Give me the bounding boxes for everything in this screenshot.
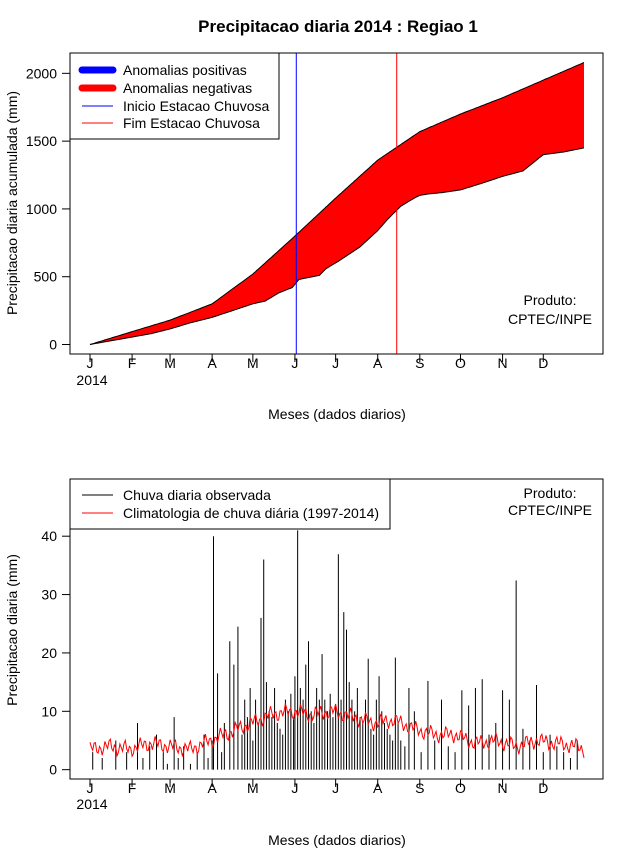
- y-tick-label: 10: [41, 703, 57, 719]
- legend-bottom: Chuva diaria observada Climatologia de c…: [69, 478, 391, 530]
- y-tick-label: 40: [41, 528, 57, 544]
- legend-label-start: Inicio Estacao Chuvosa: [123, 98, 270, 114]
- x-tick-label: N: [498, 780, 508, 796]
- x-tick-label: J: [87, 355, 94, 371]
- climatology-cumulative-line: [89, 62, 585, 345]
- x-tick-label: M: [247, 780, 259, 796]
- x-axis-label-bottom: Meses (dados diarios): [268, 832, 406, 848]
- legend-label-positive: Anomalias positivas: [123, 62, 247, 78]
- x-tick-label: J: [332, 780, 339, 796]
- x-tick-label: D: [538, 780, 548, 796]
- year-label: 2014: [76, 372, 107, 388]
- climatology-line: [89, 703, 585, 759]
- y-axis-label-bottom: Precipitacao diaria (mm): [4, 554, 20, 706]
- legend-box-bottom: [69, 478, 391, 530]
- x-tick-label: O: [455, 780, 466, 796]
- x-tick-label: M: [164, 780, 176, 796]
- legend: Anomalias positivas Anomalias negativas …: [69, 52, 280, 140]
- chart-title: Precipitacao diaria 2014 : Regiao 1: [198, 17, 478, 36]
- product-label-line2: CPTEC/INPE: [508, 311, 592, 327]
- x-tick-label: S: [415, 355, 424, 371]
- y-axis-label: Precipitacao diaria acumulada (mm): [4, 91, 20, 315]
- legend-label-end: Fim Estacao Chuvosa: [123, 115, 260, 131]
- bottom-panel: J F M A M J J A S O N D 0 10 20 30 40 2014 Meses (dados…: [4, 478, 604, 848]
- x-tick-label: J: [87, 780, 94, 796]
- x-tick-label: J: [291, 780, 298, 796]
- season-lines: [295, 53, 398, 354]
- observed-cumulative-line: [89, 147, 585, 345]
- x-tick-label: D: [538, 355, 548, 371]
- y-axis-bottom: 0 10 20 30 40: [41, 528, 71, 778]
- x-tick-label: A: [373, 780, 383, 796]
- product-label-line1: Produto:: [524, 292, 577, 308]
- x-tick-label: A: [207, 355, 217, 371]
- top-panel: Precipitacao diaria 2014 : Regiao 1 J F M A…: [4, 17, 604, 422]
- x-tick-label: M: [164, 355, 176, 371]
- anomaly-area: [89, 62, 585, 345]
- x-tick-label: J: [332, 355, 339, 371]
- product-label-bottom-line1: Produto:: [524, 485, 577, 501]
- y-tick-label: 2000: [26, 65, 57, 81]
- negative-anomaly-fill: [90, 62, 584, 345]
- climatology-daily-line: [89, 703, 585, 759]
- daily-rain-bars: [92, 530, 578, 770]
- x-axis-label: Meses (dados diarios): [268, 406, 406, 422]
- y-tick-label: 500: [34, 269, 58, 285]
- y-axis: 0 500 1000 1500 2000: [26, 65, 71, 353]
- x-tick-label: O: [455, 355, 466, 371]
- x-tick-label: J: [291, 355, 298, 371]
- y-tick-label: 1500: [26, 133, 57, 149]
- x-tick-label: F: [128, 355, 137, 371]
- x-tick-label: A: [207, 780, 217, 796]
- x-tick-label: F: [128, 780, 137, 796]
- x-tick-label: A: [373, 355, 383, 371]
- y-tick-label: 30: [41, 587, 57, 603]
- legend-label-climatology: Climatologia de chuva diária (1997-2014): [123, 505, 379, 521]
- y-tick-label: 20: [41, 645, 57, 661]
- x-tick-label: M: [247, 355, 259, 371]
- y-tick-label: 0: [49, 762, 57, 778]
- y-tick-label: 0: [49, 337, 57, 353]
- x-tick-label: N: [498, 355, 508, 371]
- year-label-bottom: 2014: [76, 796, 107, 812]
- y-tick-label: 1000: [26, 201, 57, 217]
- product-label-bottom-line2: CPTEC/INPE: [508, 502, 592, 518]
- legend-label-negative: Anomalias negativas: [123, 80, 252, 96]
- x-tick-label: S: [415, 780, 424, 796]
- legend-label-observed: Chuva diaria observada: [123, 487, 271, 503]
